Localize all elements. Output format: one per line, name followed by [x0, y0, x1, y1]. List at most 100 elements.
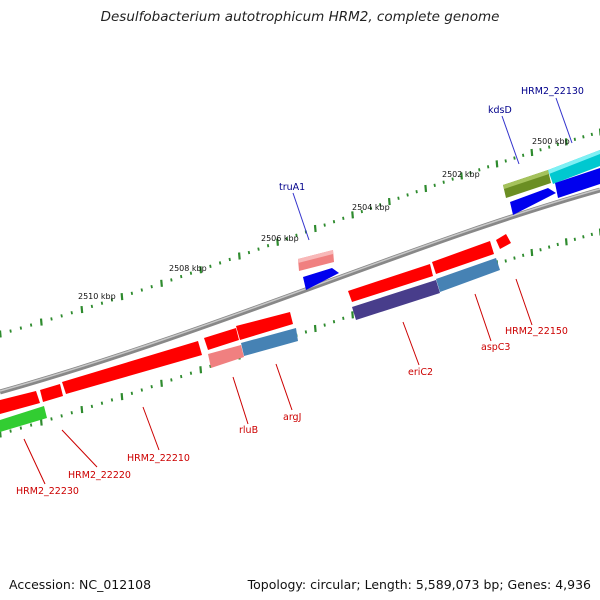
major-tick	[530, 148, 534, 157]
minor-tick	[504, 159, 507, 163]
minor-tick	[547, 245, 551, 249]
minor-tick	[521, 253, 525, 257]
gene-hrm2-22210[interactable]	[62, 341, 202, 394]
minor-tick	[415, 190, 418, 194]
feature-label: kdsD	[488, 105, 512, 116]
minor-tick	[50, 417, 53, 421]
minor-tick	[451, 177, 454, 181]
scale-label: 2500 kbp	[532, 137, 570, 146]
minor-tick	[573, 137, 577, 141]
minor-tick	[140, 288, 143, 292]
gene-reverse-red[interactable]	[0, 391, 40, 414]
gene-hrm2-22150[interactable]	[496, 234, 511, 249]
major-tick	[80, 405, 84, 414]
feature-label: eriC2	[408, 367, 433, 378]
gene-reverse-red[interactable]	[236, 312, 293, 340]
minor-tick	[590, 132, 594, 137]
minor-tick	[9, 329, 12, 333]
minor-tick	[100, 301, 104, 305]
minor-tick	[556, 142, 559, 147]
gene-hrm2-22230[interactable]	[0, 406, 47, 432]
minor-tick	[247, 250, 251, 255]
minor-tick	[140, 388, 143, 392]
minor-tick	[379, 203, 382, 207]
minor-tick	[228, 257, 231, 262]
scale-label: 2508 kbp	[169, 264, 207, 273]
minor-tick	[478, 168, 481, 172]
accession-text: Accession: NC_012108	[9, 577, 152, 592]
minor-tick	[556, 242, 559, 247]
minor-tick	[573, 237, 577, 241]
minor-tick	[130, 291, 134, 295]
forward-strand	[298, 150, 600, 290]
major-tick	[530, 248, 534, 257]
minor-tick	[29, 423, 33, 427]
reverse-strand	[0, 234, 511, 432]
feature-label: HRM2_22150	[505, 326, 568, 337]
gene-reverse-red[interactable]	[432, 241, 494, 274]
major-tick	[120, 393, 124, 401]
major-tick	[160, 279, 163, 287]
major-tick	[199, 366, 203, 374]
feature-label: HRM2_22210	[127, 453, 190, 464]
minor-tick	[590, 232, 594, 237]
minor-tick	[100, 401, 104, 405]
minor-tick	[150, 384, 153, 389]
gene-argj[interactable]	[241, 328, 298, 356]
minor-tick	[150, 284, 153, 289]
scale-label: 2504 kbp	[352, 203, 390, 212]
minor-tick	[170, 378, 173, 382]
feature-label: HRM2_22230	[16, 486, 79, 497]
minor-tick	[332, 219, 336, 224]
major-tick	[0, 330, 2, 338]
minor-tick	[70, 311, 73, 315]
map-title: Desulfobacterium autotrophicum HRM2, com…	[100, 9, 500, 25]
minor-tick	[209, 364, 212, 369]
scale-ticks-outer	[0, 128, 600, 338]
gene-aspc3[interactable]	[436, 258, 500, 292]
gene-reverse-red[interactable]	[348, 264, 433, 302]
minor-tick	[582, 135, 585, 139]
minor-tick	[285, 237, 289, 241]
gene-forward-blue[interactable]	[510, 188, 556, 215]
gene-reverse-red[interactable]	[204, 328, 239, 350]
minor-tick	[397, 196, 400, 200]
major-tick	[313, 324, 317, 333]
minor-tick	[189, 371, 193, 375]
minor-tick	[29, 323, 33, 327]
minor-tick	[513, 156, 516, 160]
major-tick	[564, 138, 568, 146]
minor-tick	[179, 374, 183, 379]
feature-label: HRM2_22220	[68, 470, 131, 481]
gene-hrm2-22220[interactable]	[40, 384, 63, 402]
minor-tick	[539, 148, 542, 152]
minor-tick	[130, 391, 134, 395]
gene-forward-blue[interactable]	[303, 268, 339, 290]
minor-tick	[469, 171, 472, 175]
minor-tick	[70, 411, 73, 415]
minor-tick	[582, 235, 585, 239]
major-tick	[39, 318, 43, 326]
gene-eric2[interactable]	[352, 280, 440, 320]
gene-rlub[interactable]	[208, 345, 244, 368]
minor-tick	[19, 326, 23, 330]
minor-tick	[406, 193, 409, 197]
genome-summary-text: Topology: circular; Length: 5,589,073 bp…	[247, 577, 591, 592]
major-tick	[313, 224, 317, 233]
gene-forward-blue[interactable]	[555, 168, 600, 198]
minor-tick	[170, 278, 173, 282]
minor-tick	[90, 404, 94, 409]
minor-tick	[332, 319, 336, 324]
major-tick	[351, 211, 354, 219]
minor-tick	[60, 314, 63, 318]
minor-tick	[90, 304, 94, 309]
major-tick	[564, 238, 568, 246]
minor-tick	[110, 398, 114, 402]
minor-tick	[442, 180, 445, 184]
minor-tick	[179, 274, 183, 279]
minor-tick	[342, 216, 345, 220]
minor-tick	[295, 233, 298, 238]
minor-tick	[60, 414, 63, 418]
minor-tick	[218, 261, 222, 265]
